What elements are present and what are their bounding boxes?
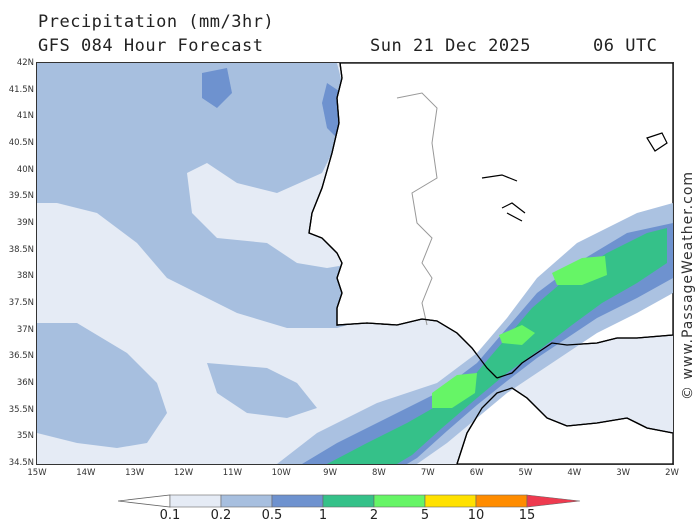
legend-label: 0.1: [159, 508, 181, 523]
lon-tick-label: 13W: [125, 468, 145, 478]
balearic-islands: [646, 132, 668, 152]
precip-band-1: [327, 228, 667, 464]
lon-tick-label: 9W: [323, 468, 337, 478]
morocco-coastline: [456, 387, 673, 464]
precipitation-map: [36, 62, 674, 465]
legend-bar: [117, 493, 583, 513]
lat-tick-label: 42N: [16, 58, 34, 68]
lon-tick-label: 14W: [76, 468, 96, 478]
precip-layer-0-2-sw: [37, 323, 167, 448]
map-canvas: [37, 63, 673, 464]
forecast-date: Sun 21 Dec 2025: [370, 36, 532, 56]
legend-swatch-15: [526, 494, 581, 508]
lon-tick-label: 10W: [271, 468, 291, 478]
legend-swatch-below: [117, 494, 171, 508]
legend-swatch-10: [475, 494, 528, 508]
legend-label: 1: [318, 508, 328, 523]
lon-tick-label: 12W: [173, 468, 194, 478]
lat-tick-label: 36N: [16, 378, 34, 388]
lat-tick-label: 38N: [16, 271, 34, 282]
lat-tick-label: 40N: [16, 164, 34, 175]
legend-label: 15: [518, 508, 536, 523]
lon-tick-label: 4W: [567, 468, 582, 478]
precip-layer-0-2-west: [37, 63, 382, 328]
lat-tick-label: 34.5N: [8, 458, 34, 468]
portugal-coastline: [308, 63, 498, 379]
lon-tick-label: 3W: [616, 468, 631, 478]
lon-tick-label: 7W: [420, 468, 435, 478]
legend-label: 5: [420, 508, 430, 523]
lon-tick-label: 15W: [27, 468, 47, 478]
lon-tick-label: 11W: [222, 468, 242, 478]
legend-label: 0.2: [210, 508, 232, 523]
legend-swatch-0-5: [271, 494, 324, 508]
precip-band-2-south: [432, 373, 477, 408]
chart-title: Precipitation (mm/3hr): [38, 12, 275, 32]
lat-tick-label: 39.5N: [8, 191, 34, 202]
lat-tick-label: 41.5N: [8, 84, 34, 95]
legend-swatch-1: [322, 494, 375, 508]
spain-south-coastline: [496, 334, 673, 379]
lon-tick-label: 2W: [665, 468, 679, 478]
lon-tick-label: 6W: [469, 468, 484, 478]
legend-swatch-0-1: [169, 494, 222, 508]
lat-tick-label: 37N: [16, 324, 34, 335]
lat-tick-label: 40.5N: [8, 138, 34, 148]
forecast-time: 06 UTC: [593, 36, 658, 56]
legend-label: 10: [467, 508, 485, 523]
lat-tick-label: 36.5N: [8, 351, 34, 362]
precip-band-2-mid: [499, 325, 535, 345]
mallorca-coastline: [481, 174, 526, 222]
lon-tick-label: 8W: [372, 468, 386, 478]
legend-label: 0.5: [261, 508, 283, 523]
lat-tick-label: 39N: [16, 218, 34, 228]
spain-portugal-border: [396, 92, 438, 326]
lon-tick-label: 5W: [518, 468, 533, 478]
credit-text: © www.PassageWeather.com: [680, 170, 696, 400]
legend-swatch-5: [424, 494, 477, 508]
precip-layer-0-2-south: [207, 363, 317, 418]
legend-label: 2: [369, 508, 379, 523]
precip-band-2-main: [552, 256, 607, 285]
legend-swatch-2: [373, 494, 426, 508]
lat-tick-label: 41N: [16, 111, 34, 122]
legend-swatch-0-2: [220, 494, 273, 508]
lat-tick-label: 38.5N: [8, 244, 34, 255]
lat-tick-label: 37.5N: [8, 298, 34, 308]
lat-tick-label: 35.5N: [8, 404, 34, 415]
precip-layer-0-5-nw: [202, 68, 232, 108]
forecast-subtitle: GFS 084 Hour Forecast: [38, 36, 264, 56]
lat-tick-label: 35N: [16, 431, 34, 442]
legend-colorbar: [117, 494, 581, 508]
